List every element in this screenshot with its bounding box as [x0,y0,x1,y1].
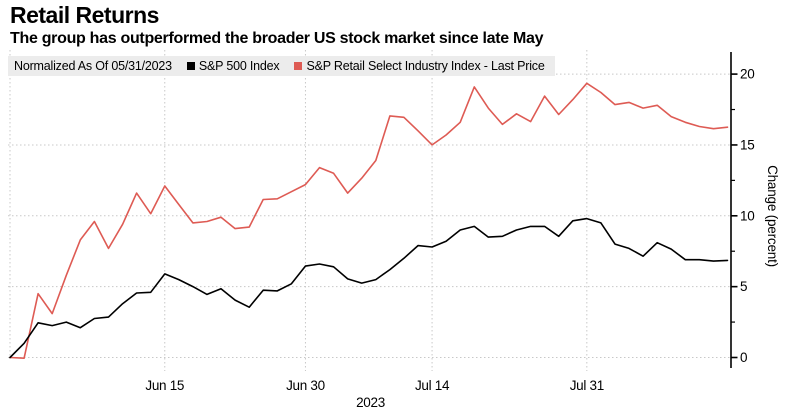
y-tick-label: 5 [740,279,747,294]
sp500-swatch-icon [186,62,195,70]
legend-note-label: Normalized As Of 05/31/2023 [14,59,172,73]
y-tick-label: 10 [740,208,754,223]
y-tick-label: 0 [740,350,747,365]
legend-normalized-note: Normalized As Of 05/31/2023 [14,59,172,73]
x-tick-label: Jul 31 [570,378,604,393]
legend-sp500-label: S&P 500 Index [198,59,280,73]
chart-subtitle: The group has outperformed the broader U… [10,30,544,47]
y-tick-label: 15 [740,137,754,152]
y-axis-title: Change (percent) [765,165,780,267]
series-line-sp500 [9,217,729,359]
legend-retail-index-label: S&P Retail Select Industry Index - Last … [306,59,545,73]
legend-item-sp500: S&P 500 Index [186,59,280,73]
x-tick-label: Jun 15 [145,378,184,393]
x-axis-year-label: 2023 [356,395,385,410]
series-line-retail-index [9,82,729,360]
legend: Normalized As Of 05/31/2023 S&P 500 Inde… [8,56,555,76]
x-tick-label: Jul 14 [415,378,450,393]
y-tick-label: 20 [740,67,754,82]
chart-title: Retail Returns [10,2,159,28]
retail-index-swatch-icon [294,62,303,70]
x-tick-label: Jun 30 [286,378,325,393]
legend-item-retail-index: S&P Retail Select Industry Index - Last … [294,59,545,73]
